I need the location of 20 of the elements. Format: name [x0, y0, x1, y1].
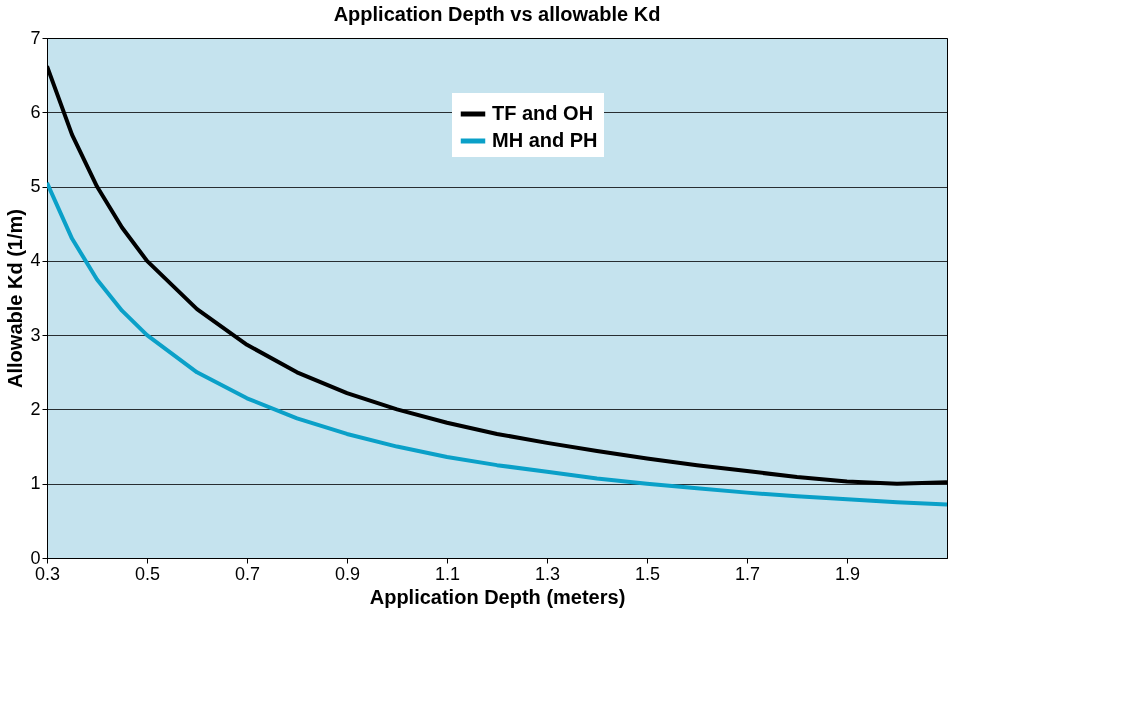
- y-tick-label: 6: [30, 101, 41, 122]
- x-tick-label: 0.9: [334, 563, 361, 584]
- y-tick-label: 4: [30, 250, 41, 271]
- legend-label: TF and OH: [492, 102, 594, 124]
- y-axis-title: Allowable Kd (1/m): [4, 209, 27, 388]
- x-tick-label: 0.5: [134, 563, 161, 584]
- x-tick-label: 1.7: [734, 563, 761, 584]
- legend-label: MH and PH: [492, 129, 598, 151]
- x-tick-label: 0.7: [234, 563, 261, 584]
- y-tick-label: 2: [30, 398, 41, 419]
- y-tick-label: 7: [30, 27, 41, 48]
- x-tick-label: 1.3: [534, 563, 561, 584]
- x-tick-label: 1.5: [634, 563, 661, 584]
- y-tick-label: 3: [30, 324, 41, 345]
- x-axis-title: Application Depth (meters): [369, 585, 626, 608]
- y-tick-label: 1: [30, 473, 41, 494]
- x-tick-label: 1.1: [434, 563, 461, 584]
- y-tick-label: 5: [30, 176, 41, 197]
- x-tick-label: 1.9: [834, 563, 861, 584]
- chart-title: Application Depth vs allowable Kd: [333, 3, 661, 25]
